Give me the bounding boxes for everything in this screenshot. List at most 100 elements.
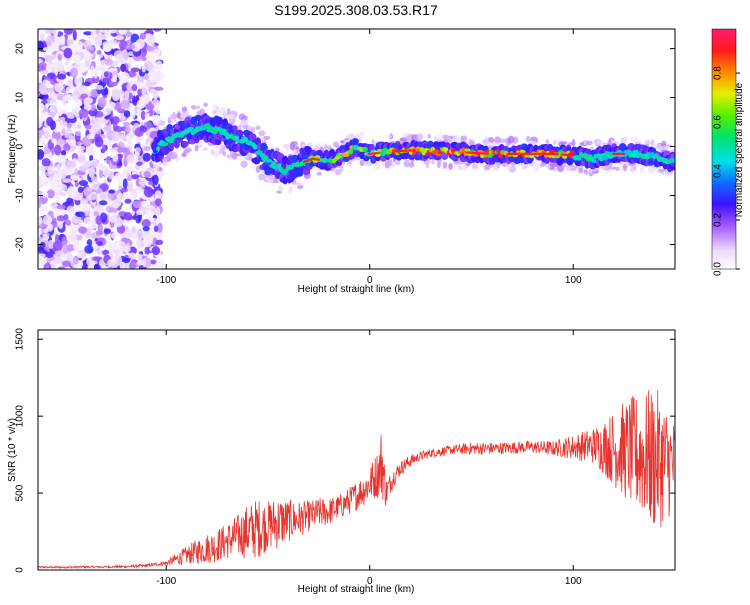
spectrogram-cell <box>42 214 53 226</box>
spectrogram-cell <box>138 179 147 186</box>
spectrogram-cell <box>122 121 131 127</box>
spectrogram-cell <box>135 82 145 90</box>
spectrogram-cell <box>53 172 63 179</box>
spectrogram-cell <box>181 152 187 158</box>
spectrogram-cell <box>88 166 95 178</box>
spectrogram-cell <box>116 142 125 147</box>
spectrogram-y-tick-label: -20 <box>15 237 26 252</box>
spectrogram-cell <box>61 128 66 135</box>
spectrogram-cell <box>238 124 242 131</box>
spectrogram-cell <box>437 133 443 139</box>
spectrogram-cell <box>270 161 277 166</box>
spectrogram-cell <box>47 166 54 175</box>
spectrogram-cell <box>142 258 147 268</box>
spectrogram-cell <box>381 162 386 167</box>
spectrogram-cell <box>83 100 89 107</box>
spectrogram-cell <box>63 47 73 59</box>
spectrogram-cell <box>120 63 127 73</box>
spectrogram-cell <box>276 163 282 168</box>
spectrogram-cell <box>78 108 89 118</box>
spectrogram-cell <box>88 35 97 41</box>
spectrogram-cell <box>111 201 120 209</box>
spectrogram-cell <box>144 113 150 119</box>
snr-marks <box>38 390 675 570</box>
spectrogram-cell <box>45 63 54 72</box>
spectrogram-cell <box>88 225 94 232</box>
spectrogram-cell <box>75 211 85 218</box>
spectrogram-cell <box>38 206 49 212</box>
spectrogram-cell <box>461 147 467 153</box>
spectrogram-cell <box>93 205 101 212</box>
spectrogram-cell <box>98 193 109 200</box>
spectrogram-cell <box>71 214 82 224</box>
spectrogram-cell <box>110 77 116 83</box>
spectrogram-cell <box>648 166 656 173</box>
spectrogram-cell <box>40 103 45 112</box>
spectrogram-cell <box>288 186 294 192</box>
spectrogram-cell <box>353 138 359 145</box>
spectrogram-cell <box>64 29 74 34</box>
spectrogram-cell <box>38 189 41 195</box>
spectrogram-cell <box>38 149 45 160</box>
spectrogram-cell <box>143 60 154 71</box>
spectrogram-cell <box>263 155 269 160</box>
spectrogram-cell <box>203 102 208 108</box>
spectrogram-cell <box>142 152 151 162</box>
spectrogram-cell <box>152 174 159 186</box>
spectrogram-cell <box>437 150 443 155</box>
spectrogram-cell <box>182 141 189 147</box>
spectrogram-cell <box>38 215 43 226</box>
snr-x-label: Height of straight line (km) <box>298 584 415 595</box>
spectrogram-cell <box>583 140 587 146</box>
spectrogram-cell <box>126 154 135 164</box>
spectrogram-cell <box>151 99 161 106</box>
spectrogram-cell <box>117 58 125 64</box>
spectrogram-cell <box>120 99 130 109</box>
spectrogram-cell <box>376 148 383 153</box>
spectrogram-cell <box>190 105 197 110</box>
spectrogram-cell <box>69 186 78 195</box>
spectrogram-cell <box>38 129 46 136</box>
spectrogram-x-label: Height of straight line (km) <box>298 284 415 295</box>
colorbar-tick-label: 0.6 <box>713 115 724 129</box>
spectrogram-cell <box>555 153 559 156</box>
spectrogram-cell <box>112 153 119 162</box>
spectrogram-cell <box>66 122 73 128</box>
spectrogram-cell <box>155 206 161 217</box>
spectrogram-cell <box>91 256 102 261</box>
spectrogram-cell <box>212 110 216 115</box>
spectrogram-cell <box>118 133 125 140</box>
spectrogram-cell <box>486 153 493 158</box>
spectrogram-cell <box>62 95 67 107</box>
spectrogram-cell <box>562 155 568 159</box>
spectrogram-cell <box>125 132 134 143</box>
spectrogram-cell <box>108 207 118 215</box>
spectrogram-cell <box>81 203 91 212</box>
spectrogram-cell <box>77 186 84 193</box>
spectrogram-cell <box>136 99 143 111</box>
spectrogram-cell <box>141 65 146 73</box>
spectrogram-cell <box>69 67 79 78</box>
spectrogram-cell <box>487 137 495 144</box>
spectrogram-cell <box>622 163 628 172</box>
spectrogram-cell <box>149 259 157 265</box>
spectrogram-cell <box>135 38 145 49</box>
spectrogram-cell <box>496 150 501 154</box>
spectrogram-cell <box>54 250 64 256</box>
snr-y-ticks: 0 500 1000 1500 <box>15 328 675 573</box>
spectrogram-cell <box>375 151 379 155</box>
spectrogram-cell <box>65 219 72 227</box>
spectrogram-cell <box>125 31 133 37</box>
spectrogram-cell <box>291 154 299 163</box>
spectrogram-cell <box>123 245 131 253</box>
spectrogram-cell <box>506 165 512 172</box>
spectrogram-cell <box>153 86 164 91</box>
spectrogram-cell <box>282 143 290 149</box>
spectrogram-cell <box>68 139 76 147</box>
colorbar-gradient <box>711 28 737 270</box>
spectrogram-cell <box>134 229 145 239</box>
spectrogram-cell <box>108 243 114 250</box>
spectrogram-cell <box>123 110 131 118</box>
spectrogram-cell <box>93 71 98 79</box>
